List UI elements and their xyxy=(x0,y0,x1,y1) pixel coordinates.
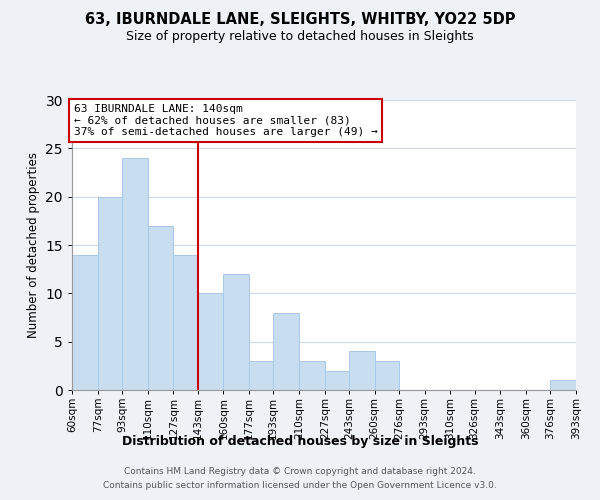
Bar xyxy=(148,226,173,390)
Text: Distribution of detached houses by size in Sleights: Distribution of detached houses by size … xyxy=(122,435,478,448)
Bar xyxy=(72,254,98,390)
Bar xyxy=(375,361,399,390)
Bar xyxy=(197,294,223,390)
Text: Contains public sector information licensed under the Open Government Licence v3: Contains public sector information licen… xyxy=(103,481,497,490)
Bar xyxy=(325,370,349,390)
Text: 63 IBURNDALE LANE: 140sqm
← 62% of detached houses are smaller (83)
37% of semi-: 63 IBURNDALE LANE: 140sqm ← 62% of detac… xyxy=(74,104,377,137)
Bar xyxy=(173,254,197,390)
Text: Contains HM Land Registry data © Crown copyright and database right 2024.: Contains HM Land Registry data © Crown c… xyxy=(124,468,476,476)
Bar xyxy=(550,380,576,390)
Text: 63, IBURNDALE LANE, SLEIGHTS, WHITBY, YO22 5DP: 63, IBURNDALE LANE, SLEIGHTS, WHITBY, YO… xyxy=(85,12,515,28)
Text: Size of property relative to detached houses in Sleights: Size of property relative to detached ho… xyxy=(126,30,474,43)
Bar xyxy=(223,274,249,390)
Bar xyxy=(249,361,273,390)
Y-axis label: Number of detached properties: Number of detached properties xyxy=(27,152,40,338)
Bar xyxy=(299,361,325,390)
Bar xyxy=(98,196,122,390)
Bar xyxy=(122,158,148,390)
Bar xyxy=(273,312,299,390)
Bar xyxy=(349,352,375,390)
